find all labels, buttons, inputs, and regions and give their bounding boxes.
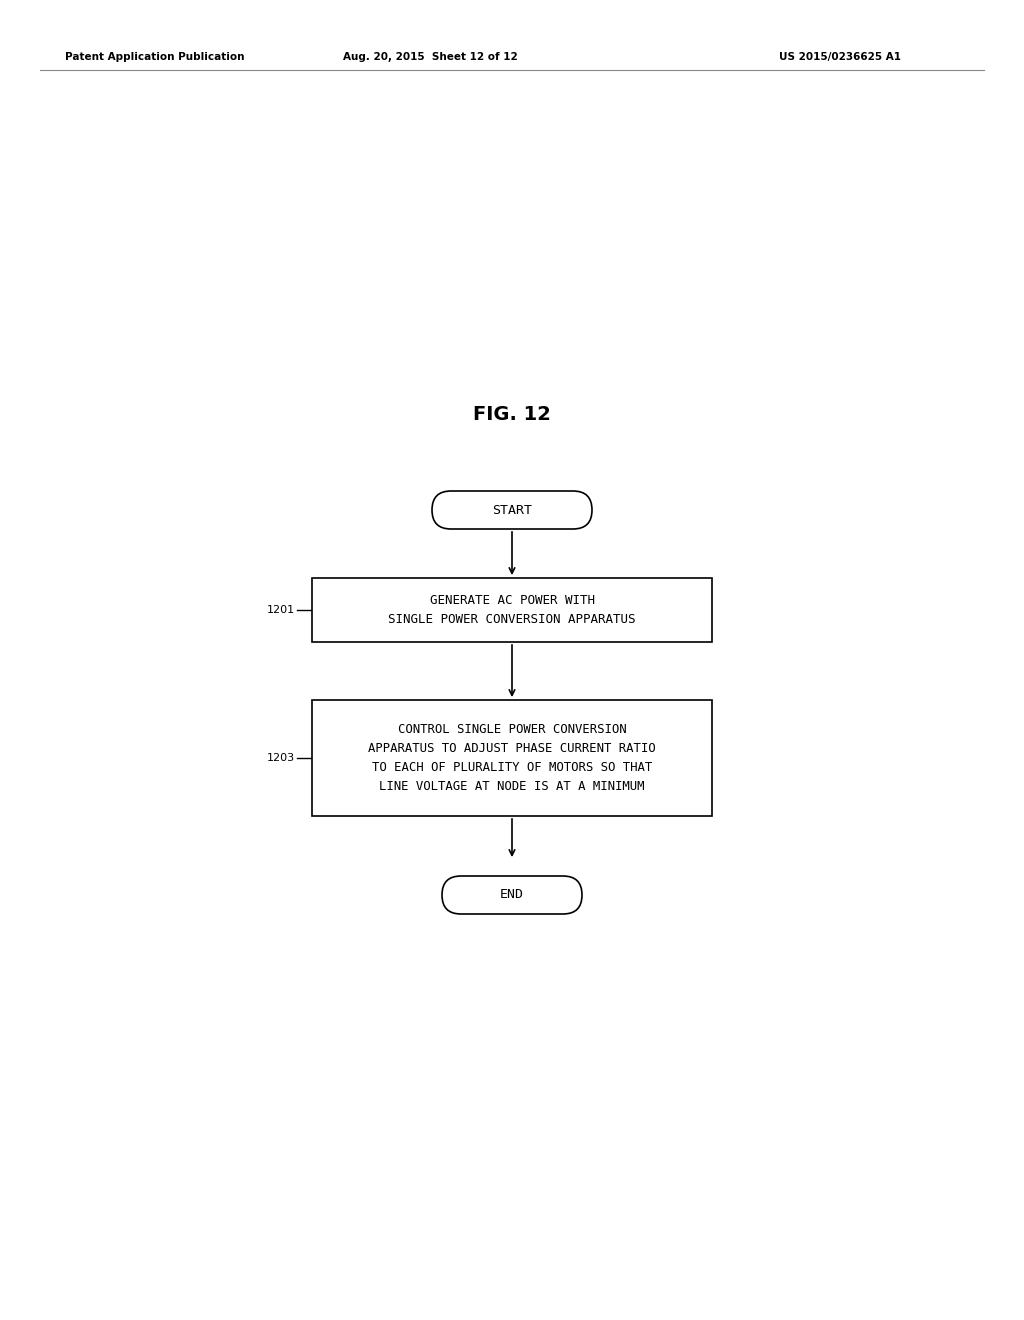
Bar: [312, 700, 712, 816]
Text: START: START: [492, 503, 532, 516]
Text: CONTROL SINGLE POWER CONVERSION
APPARATUS TO ADJUST PHASE CURRENT RATIO
TO EACH : CONTROL SINGLE POWER CONVERSION APPARATU…: [369, 723, 655, 793]
Text: 1203: 1203: [267, 752, 295, 763]
Text: GENERATE AC POWER WITH
SINGLE POWER CONVERSION APPARATUS: GENERATE AC POWER WITH SINGLE POWER CONV…: [388, 594, 636, 626]
Text: FIG. 12: FIG. 12: [473, 405, 551, 425]
FancyBboxPatch shape: [442, 876, 582, 913]
Text: END: END: [500, 888, 524, 902]
Text: US 2015/0236625 A1: US 2015/0236625 A1: [779, 51, 901, 62]
Text: Aug. 20, 2015  Sheet 12 of 12: Aug. 20, 2015 Sheet 12 of 12: [343, 51, 517, 62]
FancyBboxPatch shape: [432, 491, 592, 529]
Bar: [312, 578, 712, 642]
Text: Patent Application Publication: Patent Application Publication: [65, 51, 245, 62]
Text: 1201: 1201: [267, 605, 295, 615]
